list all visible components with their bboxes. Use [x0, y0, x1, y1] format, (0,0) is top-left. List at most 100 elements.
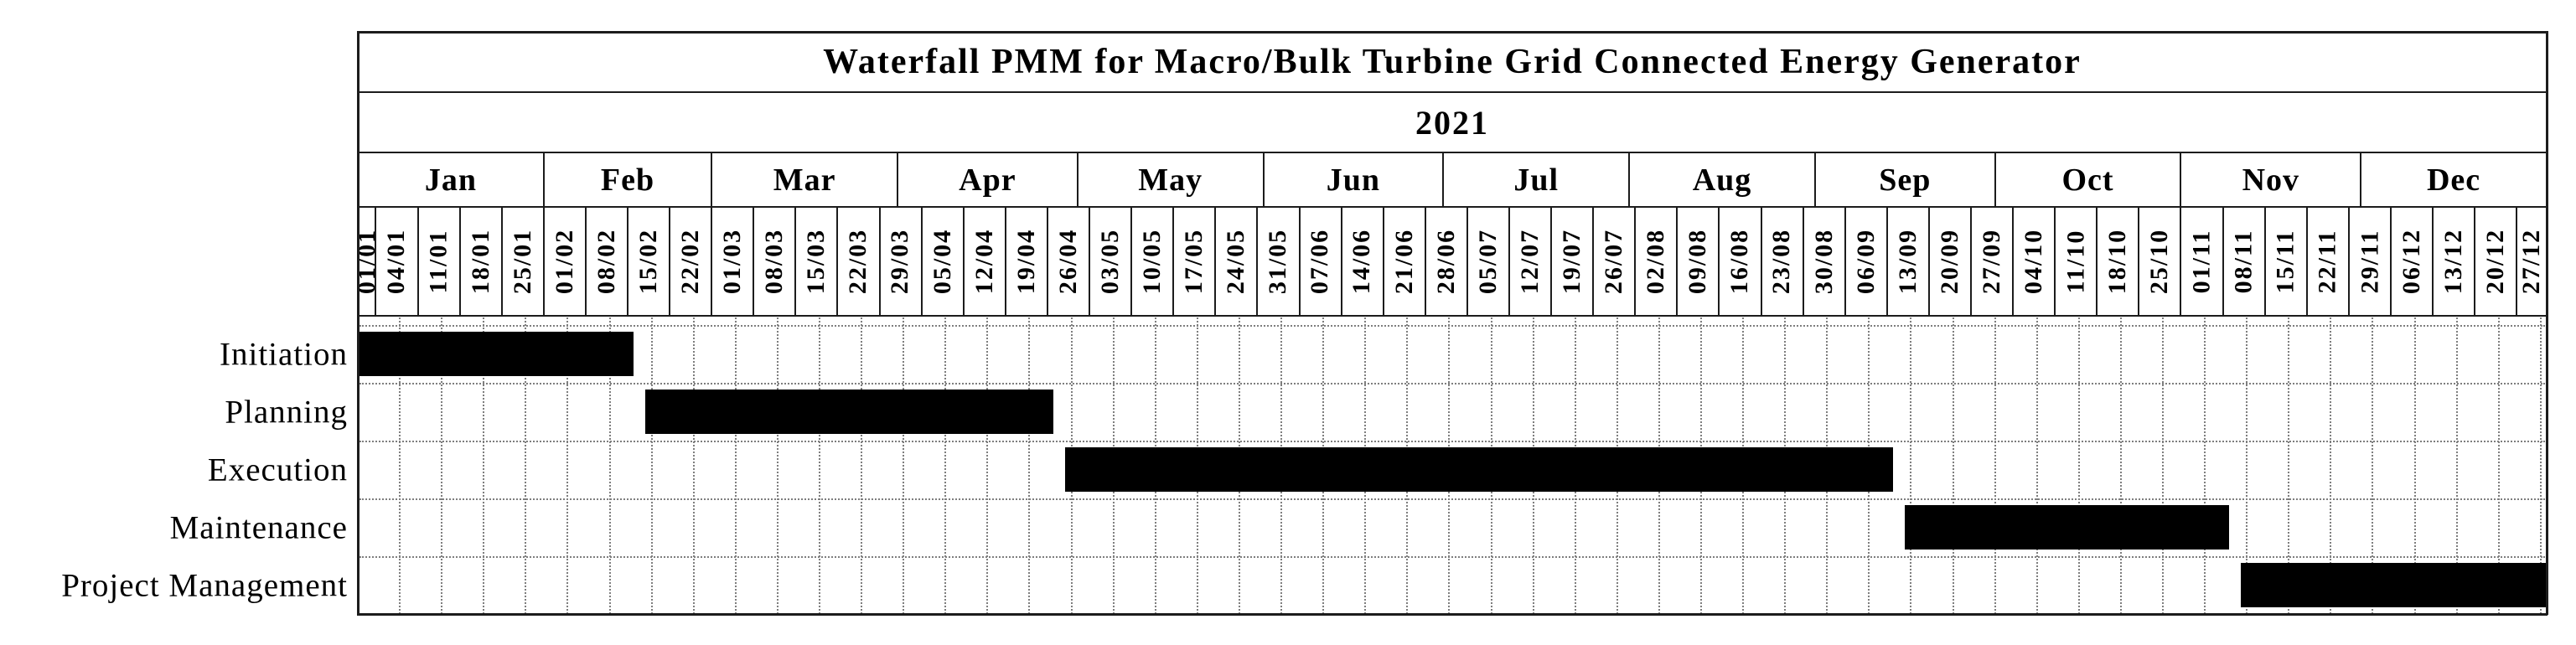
week-separator-line: [1718, 207, 1720, 316]
week-separator-line: [2012, 207, 2015, 316]
month-separator-line: [1442, 152, 1445, 207]
week-tick-cell: 09/08: [1677, 207, 1719, 316]
month-label: Apr: [959, 162, 1016, 198]
week-separator-line: [458, 207, 461, 316]
week-tick-cell: 08/03: [753, 207, 795, 316]
week-separator-line: [2138, 207, 2140, 316]
week-tick-cell: 01/01: [353, 207, 380, 316]
week-tick-label: 10/05: [1138, 228, 1166, 295]
grid-line: [1994, 317, 1996, 614]
week-tick-cell: 22/03: [837, 207, 879, 316]
grid-line: [2246, 317, 2248, 614]
grid-line: [903, 317, 905, 614]
week-tick-label: 30/08: [1809, 228, 1838, 295]
grid-line: [819, 317, 821, 614]
week-tick-label: 27/09: [1978, 228, 2006, 295]
week-separator-line: [920, 207, 923, 316]
week-tick-cell: 12/04: [964, 207, 1006, 316]
week-tick-label: 01/02: [550, 228, 578, 295]
week-tick-label: 22/03: [844, 228, 872, 295]
month-separator-line: [711, 152, 713, 207]
grid-line: [608, 317, 611, 614]
week-separator-line: [1424, 207, 1426, 316]
month-header-sep: Sep: [1815, 152, 1995, 207]
week-separator-line: [1466, 207, 1468, 316]
week-separator-line: [2263, 207, 2266, 316]
week-tick-cell: 17/05: [1173, 207, 1215, 316]
week-tick-cell: 11/01: [418, 207, 460, 316]
week-tick-label: 26/07: [1600, 228, 1628, 295]
week-separator-line: [2180, 207, 2182, 316]
week-tick-label: 22/11: [2313, 229, 2341, 294]
week-tick-cell: 08/11: [2223, 207, 2265, 316]
month-header-apr: Apr: [897, 152, 1078, 207]
month-label: Dec: [2426, 162, 2481, 198]
week-separator-line: [753, 207, 755, 316]
week-tick-cell: 04/01: [375, 207, 417, 316]
week-tick-cell: 14/06: [1342, 207, 1384, 316]
week-tick-cell: 18/10: [2097, 207, 2139, 316]
week-tick-cell: 06/09: [1845, 207, 1887, 316]
grid-line: [2077, 317, 2080, 614]
week-tick-cell: 28/06: [1425, 207, 1467, 316]
month-label: Nov: [2242, 162, 2300, 198]
week-separator-line: [2305, 207, 2308, 316]
week-tick-cell: 05/04: [922, 207, 964, 316]
grid-line: [441, 317, 443, 614]
grid-line: [2035, 317, 2038, 614]
task-label-planning: Planning: [225, 394, 348, 430]
frame-line: [357, 613, 2548, 616]
month-separator-line: [542, 152, 545, 207]
week-tick-cell: 04/10: [2013, 207, 2055, 316]
grid-line: [483, 317, 485, 614]
week-separator-line: [584, 207, 587, 316]
month-header-jan: Jan: [358, 152, 544, 207]
week-tick-label: 11/10: [2061, 229, 2090, 294]
week-separator-line: [1592, 207, 1595, 316]
week-tick-label: 12/04: [970, 228, 998, 295]
week-tick-label: 01/11: [2187, 229, 2216, 294]
grid-line: [566, 317, 569, 614]
grid-line: [734, 317, 737, 614]
week-tick-cell: 27/12: [2517, 207, 2547, 316]
week-tick-cell: 01/02: [544, 207, 586, 316]
week-separator-line: [2474, 207, 2476, 316]
month-separator-line: [1628, 152, 1631, 207]
week-separator-line: [2432, 207, 2434, 316]
week-tick-label: 20/09: [1935, 228, 1963, 295]
week-tick-label: 08/02: [592, 228, 620, 295]
week-tick-cell: 25/01: [502, 207, 544, 316]
week-tick-label: 26/04: [1054, 228, 1082, 295]
header-separator-line: [358, 152, 2547, 153]
week-tick-cell: 15/02: [628, 207, 670, 316]
week-tick-cell: 08/02: [586, 207, 628, 316]
grid-line: [2413, 317, 2416, 614]
week-tick-label: 27/12: [2517, 228, 2546, 295]
month-label: Feb: [600, 162, 655, 198]
week-tick-cell: 05/07: [1467, 207, 1509, 316]
week-separator-line: [962, 207, 965, 316]
grid-line: [399, 317, 401, 614]
grid-line: [692, 317, 695, 614]
week-separator-line: [1172, 207, 1175, 316]
week-separator-line: [2516, 207, 2518, 316]
gantt-bar-planning: [645, 390, 1054, 434]
week-separator-line: [2054, 207, 2056, 316]
grid-line: [1952, 317, 1954, 614]
week-separator-line: [1340, 207, 1342, 316]
week-separator-line: [1046, 207, 1048, 316]
month-label: Jan: [424, 162, 477, 198]
week-separator-line: [1130, 207, 1133, 316]
header-separator-line: [358, 315, 2547, 317]
week-tick-label: 25/10: [2145, 228, 2174, 295]
week-tick-label: 20/12: [2481, 228, 2510, 295]
week-separator-line: [836, 207, 839, 316]
week-separator-line: [1550, 207, 1553, 316]
grid-line: [776, 317, 778, 614]
grid-line: [2162, 317, 2164, 614]
week-separator-line: [1004, 207, 1006, 316]
week-tick-label: 09/08: [1684, 228, 1712, 295]
grid-line: [2497, 317, 2500, 614]
week-tick-cell: 20/12: [2475, 207, 2517, 316]
month-separator-line: [897, 152, 899, 207]
